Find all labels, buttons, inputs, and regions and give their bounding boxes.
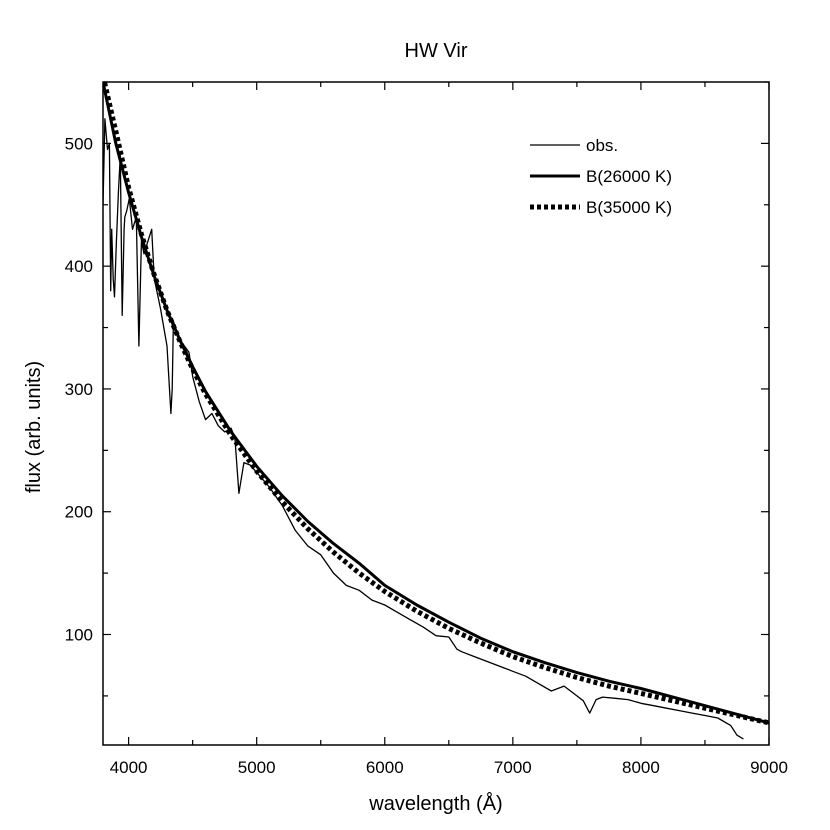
series-line-3 — [103, 82, 769, 726]
legend-label-3: B(35000 K) — [586, 198, 672, 217]
series-line-1 — [103, 118, 744, 740]
plot-area: 4000 5000 6000 7000 8000 9000 100 200 300 400 500 — [65, 81, 788, 777]
x-tick-label: 7000 — [494, 758, 532, 777]
y-tick-label: 400 — [65, 257, 93, 276]
y-tick-label: 100 — [65, 626, 93, 645]
legend: obs. B(26000 K) B(35000 K) — [530, 136, 672, 217]
x-tick-label: 9000 — [750, 758, 788, 777]
y-axis-title: flux (arb. units) — [23, 361, 45, 493]
legend-label-2: B(26000 K) — [586, 167, 672, 186]
y-tick-label: 300 — [65, 380, 93, 399]
x-tick-label: 6000 — [366, 758, 404, 777]
y-tick-label: 500 — [65, 134, 93, 153]
chart-title: HW Vir — [405, 40, 468, 62]
legend-label-1: obs. — [586, 136, 618, 155]
y-tick-label: 200 — [65, 503, 93, 522]
x-tick-label: 5000 — [238, 758, 276, 777]
plot-frame — [102, 81, 770, 746]
x-axis-title: wavelength (Å) — [368, 792, 502, 815]
x-tick-label: 4000 — [110, 758, 148, 777]
x-tick-label: 8000 — [622, 758, 660, 777]
